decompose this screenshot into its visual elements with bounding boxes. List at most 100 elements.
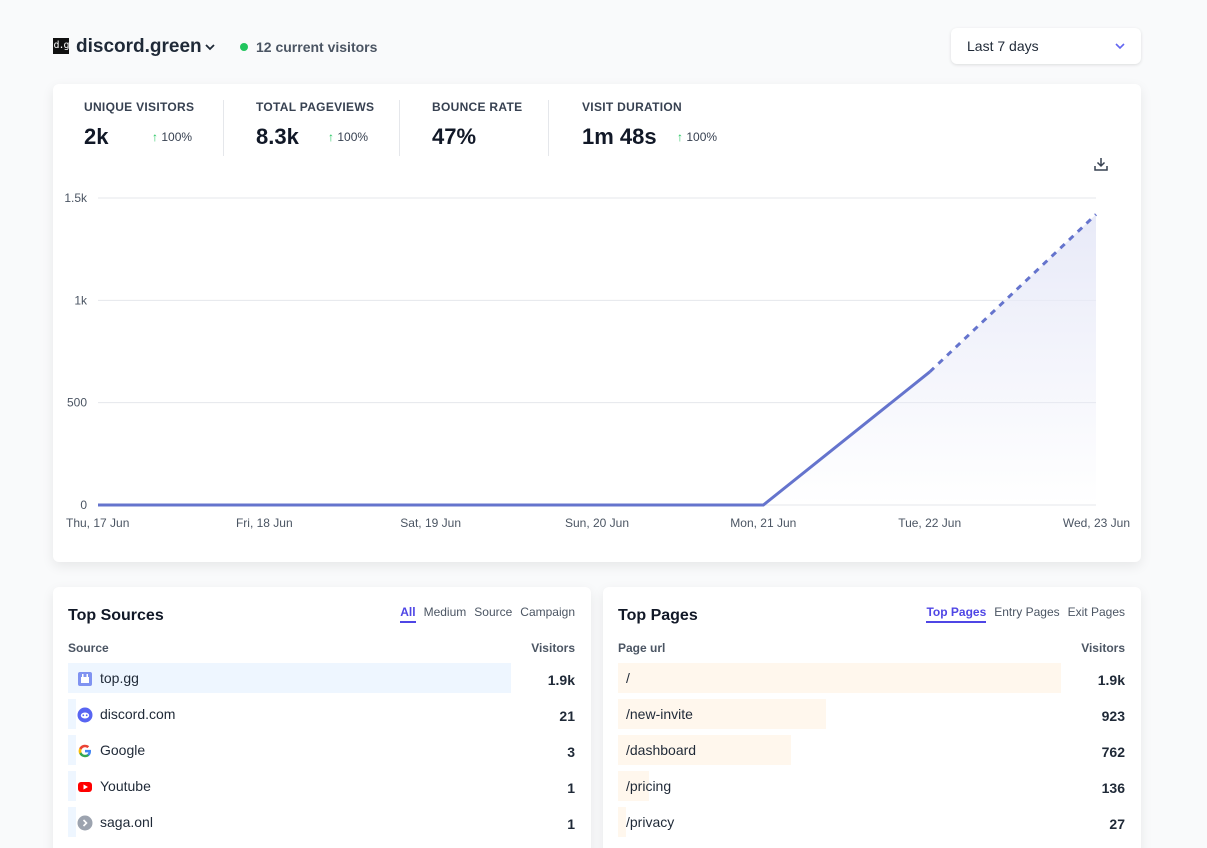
source-row[interactable]: Google 3	[68, 735, 575, 771]
visitor-count: 27	[1109, 816, 1125, 832]
page-url-link[interactable]: /dashboard	[626, 742, 697, 758]
column-header-page-url: Page url	[618, 641, 666, 655]
site-switcher-name[interactable]: discord.green	[76, 36, 202, 57]
y-tick-label: 0	[80, 498, 87, 512]
stat-divider	[223, 100, 224, 156]
pages-tabs: Top Pages Entry Pages Exit Pages	[926, 605, 1125, 623]
stat-value: 1m 48s	[582, 124, 657, 149]
stat-total-pageviews[interactable]: TOTAL PAGEVIEWS 8.3k ↑ 100%	[256, 100, 416, 156]
source-row[interactable]: saga.onl 1	[68, 807, 575, 843]
column-header-source: Source	[68, 641, 109, 655]
row-share-bar	[618, 807, 626, 837]
page-url-link[interactable]: /new-invite	[626, 706, 693, 722]
stat-visit-duration[interactable]: VISIT DURATION 1m 48s ↑ 100%	[582, 100, 742, 156]
visitor-count: 1.9k	[1097, 672, 1125, 688]
source-name-link[interactable]: discord.com	[100, 706, 176, 722]
period-picker[interactable]: Last 7 days	[951, 28, 1141, 64]
page-row[interactable]: /dashboard 762	[618, 735, 1125, 771]
dashboard-header: d.g discord.green 12 current visitors La…	[53, 28, 1141, 66]
sources-list: top.gg 1.9k discord.com 21 Google 3 Youtube 1 sa…	[68, 663, 575, 843]
stat-value: 47%	[432, 124, 477, 149]
source-name-link[interactable]: Youtube	[100, 778, 151, 794]
download-icon[interactable]	[1093, 156, 1109, 172]
row-share-bar	[618, 735, 791, 765]
y-tick-label: 1k	[74, 293, 88, 307]
youtube-icon	[78, 782, 92, 792]
row-share-bar	[68, 663, 511, 693]
source-name-link[interactable]: saga.onl	[100, 814, 153, 830]
page-row[interactable]: /pricing 136	[618, 771, 1125, 807]
page-url-link[interactable]: /pricing	[626, 778, 672, 794]
tab-exit-pages[interactable]: Exit Pages	[1067, 605, 1125, 619]
row-share-bar	[618, 663, 1061, 693]
source-name-link[interactable]: top.gg	[100, 670, 139, 686]
row-share-bar	[68, 699, 76, 729]
tab-entry-pages[interactable]: Entry Pages	[994, 605, 1060, 619]
row-share-bar	[618, 699, 827, 729]
source-row[interactable]: top.gg 1.9k	[68, 663, 575, 699]
source-row[interactable]: discord.com 21	[68, 699, 575, 735]
series-area	[98, 214, 1096, 505]
page-url-link[interactable]: /	[626, 670, 630, 686]
arrow-up-icon: ↑	[152, 130, 158, 144]
column-header-visitors: Visitors	[1081, 641, 1125, 655]
row-share-bar	[618, 771, 649, 801]
stat-unique-visitors[interactable]: UNIQUE VISITORS 2k ↑ 100%	[84, 100, 224, 156]
stat-bounce-rate[interactable]: BOUNCE RATE 47%	[432, 100, 562, 156]
x-tick-label: Mon, 21 Jun	[730, 516, 796, 530]
row-share-bar	[68, 771, 76, 801]
x-tick-label: Fri, 18 Jun	[236, 516, 293, 530]
page-row[interactable]: /new-invite 923	[618, 699, 1125, 735]
stat-value: 8.3k	[256, 124, 299, 149]
page-url-link[interactable]: /privacy	[626, 814, 675, 830]
page-row[interactable]: / 1.9k	[618, 663, 1125, 699]
x-tick-label: Sat, 19 Jun	[400, 516, 461, 530]
stat-label: BOUNCE RATE	[432, 100, 523, 114]
x-tick-label: Tue, 22 Jun	[898, 516, 961, 530]
tab-campaign[interactable]: Campaign	[520, 605, 575, 619]
stat-change: ↑ 100%	[152, 130, 193, 144]
visitor-count: 1	[567, 780, 575, 796]
visitors-line-chart: 0 500 1k 1.5k Thu, 17 Jun Fri, 18 Jun Sat, 19 …	[64, 191, 1130, 530]
stat-change: ↑ 100%	[328, 130, 369, 144]
stat-label: TOTAL PAGEVIEWS	[256, 100, 375, 114]
arrow-up-icon: ↑	[328, 130, 334, 144]
page-row[interactable]: /privacy 27	[618, 807, 1125, 843]
x-tick-label: Sun, 20 Jun	[565, 516, 629, 530]
visitor-count: 762	[1101, 744, 1125, 760]
stat-divider	[399, 100, 400, 156]
series-line	[98, 370, 931, 507]
main-graph-card: UNIQUE VISITORS 2k ↑ 100% TOTAL PAGEVIEW…	[53, 84, 1141, 562]
visitor-count: 136	[1101, 780, 1125, 796]
current-visitors-link[interactable]: 12 current visitors	[256, 39, 378, 55]
link-icon	[77, 815, 93, 831]
visitor-count: 923	[1101, 708, 1125, 724]
visitor-count: 1.9k	[547, 672, 575, 688]
chevron-down-icon[interactable]	[203, 40, 217, 54]
stat-label: VISIT DURATION	[582, 100, 682, 114]
sources-tabs: All Medium Source Campaign	[400, 605, 575, 623]
top-sources-panel: Top Sources All Medium Source Campaign S…	[53, 587, 591, 848]
source-name-link[interactable]: Google	[100, 742, 146, 758]
tab-all[interactable]: All	[400, 605, 416, 623]
discord-icon	[77, 707, 93, 723]
panel-title: Top Pages	[618, 607, 698, 624]
tab-top-pages[interactable]: Top Pages	[926, 605, 987, 623]
google-icon	[78, 744, 91, 758]
source-row[interactable]: Youtube 1	[68, 771, 575, 807]
series-line-incomplete	[928, 213, 1098, 374]
stat-label: UNIQUE VISITORS	[84, 100, 195, 114]
y-tick-label: 500	[67, 396, 87, 410]
live-indicator-dot	[240, 43, 248, 51]
row-share-bar	[68, 807, 76, 837]
chevron-down-icon	[1115, 43, 1125, 50]
arrow-up-icon: ↑	[677, 130, 683, 144]
tab-medium[interactable]: Medium	[423, 605, 467, 619]
stat-change: ↑ 100%	[677, 130, 718, 144]
stat-value: 2k	[84, 124, 109, 149]
panel-title: Top Sources	[68, 607, 164, 624]
stat-divider	[548, 100, 549, 156]
tab-source[interactable]: Source	[474, 605, 513, 619]
x-tick-label: Thu, 17 Jun	[66, 516, 129, 530]
period-label: Last 7 days	[967, 38, 1039, 54]
